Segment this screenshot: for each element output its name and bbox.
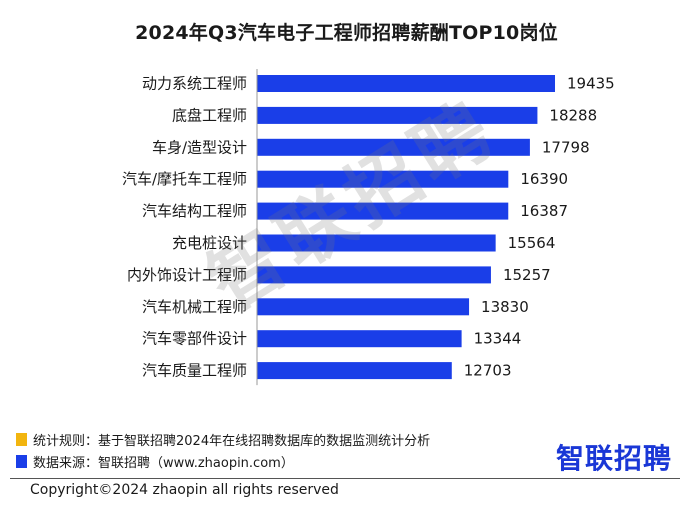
value-label: 15564 <box>508 234 556 252</box>
category-label: 充电桩设计 <box>172 234 247 252</box>
category-label: 内外饰设计工程师 <box>127 266 247 284</box>
blue-square-icon <box>16 455 27 468</box>
bar <box>257 75 556 92</box>
statistics-rule-note: 统计规则：基于智联招聘2024年在线招聘数据库的数据监测统计分析 <box>16 430 430 449</box>
category-label: 汽车质量工程师 <box>142 362 247 380</box>
category-label: 车身/造型设计 <box>152 138 247 156</box>
bar <box>257 362 452 380</box>
category-label: 汽车结构工程师 <box>142 202 247 220</box>
value-label: 12703 <box>464 362 512 380</box>
category-label: 汽车/摩托车工程师 <box>122 170 247 188</box>
value-label: 16387 <box>520 202 568 220</box>
value-label: 13830 <box>481 298 529 316</box>
value-label: 19435 <box>567 75 615 93</box>
bar <box>257 298 470 316</box>
chart-title: 2024年Q3汽车电子工程师招聘薪酬TOP10岗位 <box>135 22 558 44</box>
bar <box>257 266 491 284</box>
bar-chart: 动力系统工程师 19435 底盘工程师 18288 车身/造型设计 17798 汽车/摩托车… <box>122 69 615 386</box>
footer-divider <box>10 478 680 479</box>
value-label: 13344 <box>474 330 522 348</box>
category-label: 汽车机械工程师 <box>142 298 247 316</box>
category-label: 底盘工程师 <box>172 106 247 124</box>
copyright-text: Copyright©2024 zhaopin all rights reserv… <box>30 482 339 498</box>
zhaopin-logo: 智联招聘 <box>556 442 673 475</box>
value-label: 18288 <box>549 106 597 124</box>
category-label: 动力系统工程师 <box>142 75 247 93</box>
yellow-square-icon <box>16 433 27 446</box>
bar <box>257 170 509 188</box>
data-source-note: 数据来源：智联招聘（www.zhaopin.com） <box>16 452 294 471</box>
value-label: 17798 <box>542 138 590 156</box>
bar <box>257 330 462 348</box>
statistics-rule-text: 统计规则：基于智联招聘2024年在线招聘数据库的数据监测统计分析 <box>33 434 431 449</box>
bar <box>257 106 538 124</box>
value-label: 15257 <box>503 266 551 284</box>
value-label: 16390 <box>520 170 568 188</box>
bar <box>257 202 509 220</box>
category-label: 汽车零部件设计 <box>142 330 247 348</box>
bar <box>257 138 530 156</box>
data-source-text: 数据来源：智联招聘（www.zhaopin.com） <box>33 456 294 471</box>
bar <box>257 234 496 252</box>
